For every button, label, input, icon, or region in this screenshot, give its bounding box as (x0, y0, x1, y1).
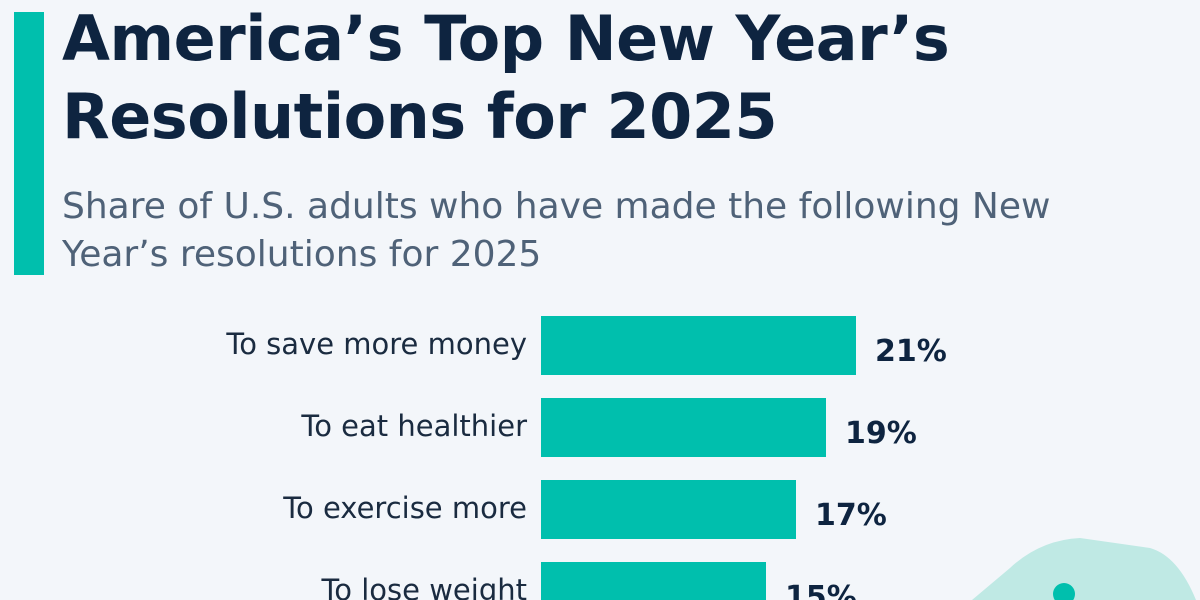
value-label-1: 19% (845, 416, 917, 451)
bar-1 (541, 398, 826, 457)
category-label-2: To exercise more (282, 491, 527, 525)
value-label-3: 15% (785, 580, 857, 600)
category-label-3: To lose weight (321, 573, 528, 600)
bar-3 (541, 562, 766, 600)
chart-title: America’s Top New Year’s Resolutions for… (62, 2, 950, 153)
category-label-1: To eat healthier (300, 409, 527, 443)
accent-bar (14, 12, 44, 275)
bar-2 (541, 480, 796, 539)
decoration-shape (972, 538, 1196, 600)
value-label-2: 17% (815, 498, 887, 533)
decoration-dot (1053, 583, 1075, 600)
value-label-0: 21% (875, 334, 947, 369)
bar-0 (541, 316, 856, 375)
decoration-blob (972, 538, 1196, 600)
chart-subtitle: Share of U.S. adults who have made the f… (62, 186, 1051, 275)
category-label-0: To save more money (225, 327, 527, 361)
